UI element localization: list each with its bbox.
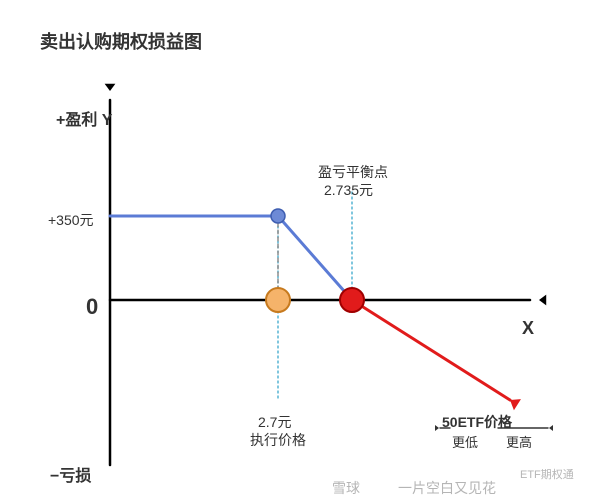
chart-title: 卖出认购期权损益图 [40,28,202,54]
breakeven-value: 2.735元 [324,180,373,200]
etf-price-label: 50ETF价格 [442,412,512,432]
breakeven-title: 盈亏平衡点 [318,162,388,182]
x-axis-label: X [522,318,534,339]
premium-label: +350元 [48,210,94,230]
origin-zero-label: 0 [86,294,98,320]
watermark-c: ETF期权通 [520,466,574,482]
watermark-a: 雪球 [332,478,360,498]
strike-title: 执行价格 [250,430,306,450]
loss-label: −亏损 [50,462,91,486]
lower-label: 更低 [452,432,478,451]
higher-label: 更高 [506,432,532,451]
y-axis-label: +盈利 Y [56,106,112,130]
strike-value: 2.7元 [258,412,291,432]
watermark-b: 一片空白又见花 [398,478,496,498]
